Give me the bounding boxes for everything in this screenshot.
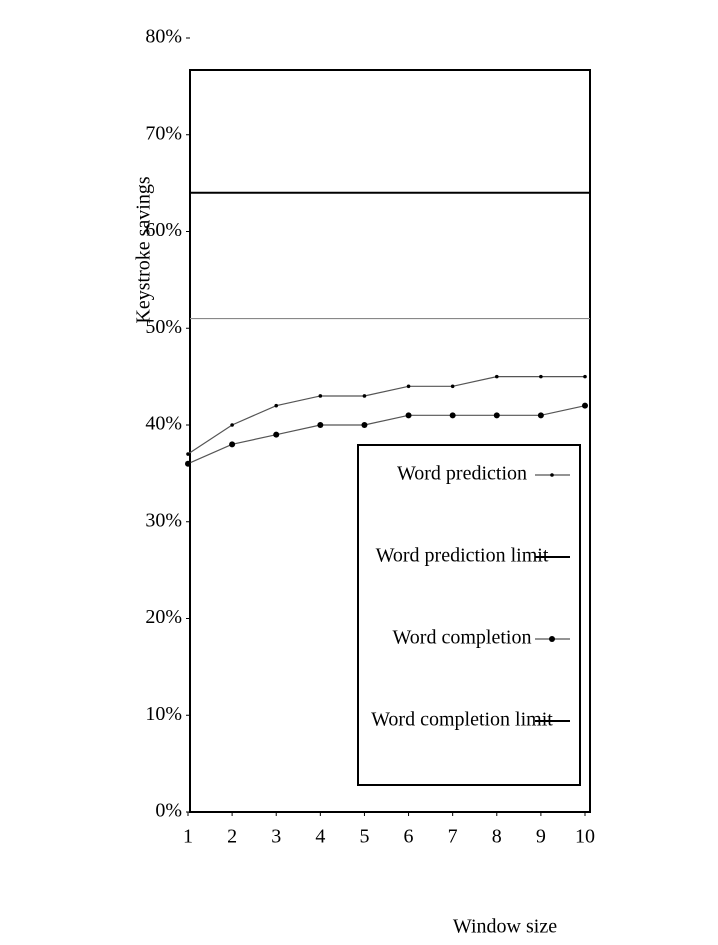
data-point: [186, 452, 190, 456]
legend-label: Word prediction: [397, 463, 527, 485]
legend-marker: [550, 473, 554, 477]
y-tick-label: 60%: [145, 219, 182, 241]
x-tick-label: 6: [404, 826, 414, 848]
data-point: [538, 412, 544, 418]
data-point: [450, 412, 456, 418]
legend-label: Word completion limit: [371, 709, 553, 731]
y-axis-label: Keystroke savings: [133, 176, 155, 323]
data-point: [319, 394, 323, 398]
y-tick-label: 30%: [145, 509, 182, 531]
x-tick-label: 10: [575, 826, 595, 848]
y-tick-label: 40%: [145, 413, 182, 435]
legend-box: [358, 445, 580, 785]
x-tick-label: 9: [536, 826, 546, 848]
y-tick-label: 70%: [145, 122, 182, 144]
y-tick-label: 50%: [145, 316, 182, 338]
data-point: [317, 422, 323, 428]
x-tick-label: 3: [271, 826, 281, 848]
x-tick-label: 7: [448, 826, 458, 848]
y-tick-label: 10%: [145, 703, 182, 725]
data-point: [363, 394, 367, 398]
data-point: [273, 432, 279, 438]
x-tick-label: 2: [227, 826, 237, 848]
legend-label: Word prediction limit: [376, 545, 549, 567]
data-point: [451, 385, 455, 389]
legend-marker: [549, 636, 555, 642]
data-point: [407, 385, 411, 389]
x-tick-label: 5: [359, 826, 369, 848]
y-tick-label: 0%: [155, 800, 182, 822]
x-tick-label: 1: [183, 826, 193, 848]
y-tick-label: 20%: [145, 606, 182, 628]
data-point: [583, 375, 587, 379]
data-point: [230, 423, 234, 427]
x-tick-label: 8: [492, 826, 502, 848]
data-point: [495, 375, 499, 379]
x-tick-label: 4: [315, 826, 325, 848]
legend-label: Word completion: [393, 627, 532, 649]
data-point: [361, 422, 367, 428]
page: {"chart_data": { "type": "line", "x_labe…: [0, 0, 718, 945]
y-tick-label: 80%: [145, 26, 182, 48]
data-point: [494, 412, 500, 418]
data-point: [582, 403, 588, 409]
data-point: [539, 375, 543, 379]
data-point: [229, 441, 235, 447]
data-point: [274, 404, 278, 408]
x-axis-label: Window size: [453, 916, 557, 938]
data-point: [185, 461, 191, 467]
data-point: [406, 412, 412, 418]
chart: Window size Keystroke savings 0% 10% 20% 30…: [0, 0, 718, 940]
